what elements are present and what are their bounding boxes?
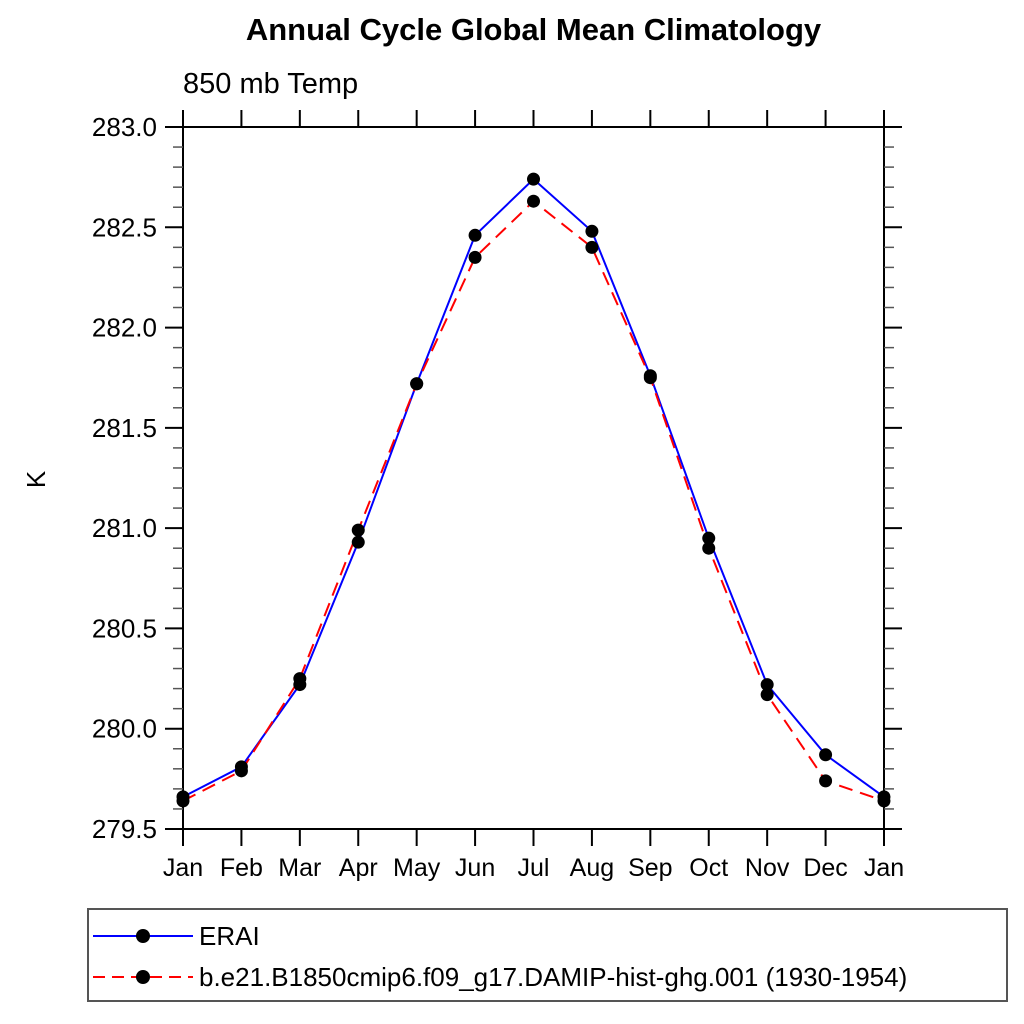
data-point-series-1	[293, 672, 307, 686]
legend-line-sample-solid	[93, 929, 193, 943]
legend-label-model: b.e21.B1850cmip6.f09_g17.DAMIP-hist-ghg.…	[199, 961, 908, 992]
x-tick-label: Jul	[518, 854, 550, 882]
y-tick-label: 281.5	[92, 413, 157, 443]
data-point-series-1	[468, 250, 482, 264]
data-point-series-1	[760, 688, 774, 702]
data-point-series-1	[585, 240, 599, 254]
x-tick-label: Aug	[570, 854, 614, 882]
data-point-series-1	[234, 764, 248, 778]
plot-frame	[182, 126, 885, 830]
chart-title: Annual Cycle Global Mean Climatology	[245, 12, 822, 47]
series-line-1	[182, 199, 885, 802]
x-tick-label: Jun	[455, 854, 495, 882]
data-point-series-0	[527, 172, 540, 186]
data-point-series-1	[877, 794, 891, 808]
data-point-series-0	[585, 224, 599, 238]
y-tick-label: 282.0	[92, 313, 157, 343]
data-point-series-1	[819, 774, 833, 788]
x-tick-label: Apr	[339, 854, 378, 882]
data-point-series-0	[702, 531, 716, 545]
legend-marker-dot	[136, 929, 150, 943]
x-tick-label: Dec	[803, 854, 847, 882]
plot-area: 279.5 280.0 280.5 281.0 281.5 282.0 282.5 283.0…	[92, 110, 904, 882]
chart-subtitle: 850 mb Temp	[183, 68, 359, 100]
data-point-series-0	[351, 535, 365, 549]
x-tick-label: Oct	[689, 854, 728, 882]
data-point-series-0	[468, 228, 482, 242]
data-point-series-0	[819, 748, 833, 762]
legend-line-sample-dashed	[93, 970, 193, 984]
x-tick-label: Sep	[628, 854, 672, 882]
data-point-series-0	[760, 678, 774, 692]
x-tick-label: Jan	[864, 854, 904, 882]
data-point-series-1	[410, 377, 424, 391]
y-tick-label: 280.0	[92, 714, 157, 744]
x-tick-label: Nov	[745, 854, 790, 882]
x-tick-label: Jan	[163, 854, 203, 882]
y-tick-label: 282.5	[92, 212, 157, 242]
x-tick-label: Feb	[220, 854, 263, 882]
legend-marker-dot	[136, 970, 150, 984]
data-point-series-1	[176, 794, 190, 808]
legend-item-erai: ERAI	[91, 921, 260, 951]
x-tick-label: Mar	[278, 854, 321, 882]
y-tick-label: 279.5	[92, 814, 157, 844]
series-line-0	[182, 177, 885, 798]
data-point-series-1	[351, 523, 365, 537]
data-point-series-1	[527, 194, 540, 208]
data-point-series-1	[702, 541, 716, 555]
y-tick-label: 283.0	[92, 112, 157, 142]
x-tick-label: May	[393, 854, 441, 882]
legend-item-model: b.e21.B1850cmip6.f09_g17.DAMIP-hist-ghg.…	[91, 962, 907, 992]
y-tick-label: 281.0	[92, 513, 157, 543]
legend-box: ERAI b.e21.B1850cmip6.f09_g17.DAMIP-hist…	[87, 908, 1008, 1002]
data-point-series-1	[643, 371, 657, 385]
legend-label-erai: ERAI	[199, 920, 260, 951]
y-tick-label: 280.5	[92, 613, 157, 643]
